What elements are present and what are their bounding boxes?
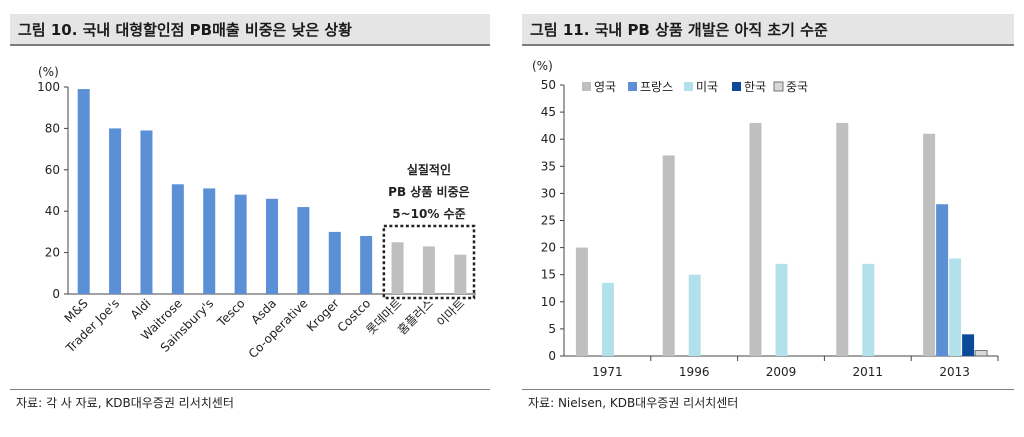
bar bbox=[391, 242, 404, 294]
bar bbox=[109, 128, 122, 294]
x-tick-label: 2009 bbox=[766, 365, 797, 379]
bar bbox=[949, 258, 962, 356]
bar bbox=[171, 184, 184, 294]
bar bbox=[923, 133, 936, 356]
legend-label: 영국 bbox=[594, 80, 616, 94]
x-tick-label: 2013 bbox=[939, 365, 970, 379]
legend-swatch bbox=[684, 82, 693, 91]
bar bbox=[936, 204, 949, 356]
x-tick-label: Kroger bbox=[304, 296, 342, 334]
left-chart-title: 그림 10. 국내 대형할인점 PB매출 비중은 낮은 상황 bbox=[18, 21, 352, 39]
highlight-box bbox=[382, 224, 476, 300]
y-tick-label: 100 bbox=[37, 80, 60, 94]
bar bbox=[203, 188, 216, 294]
right-title-bar: 그림 11. 국내 PB 상품 개발은 아직 초기 수준 bbox=[522, 14, 1014, 46]
bar bbox=[749, 122, 762, 356]
x-tick-label: Tesco bbox=[214, 296, 248, 330]
right-chart-title: 그림 11. 국내 PB 상품 개발은 아직 초기 수준 bbox=[530, 21, 828, 39]
y-tick-label: 30 bbox=[541, 186, 556, 200]
y-tick-label: 45 bbox=[541, 105, 556, 119]
legend-label: 프랑스 bbox=[640, 80, 673, 94]
bar bbox=[601, 282, 614, 356]
bar bbox=[974, 350, 988, 357]
legend-swatch bbox=[732, 82, 741, 91]
bar bbox=[234, 194, 247, 294]
y-tick-label: 0 bbox=[548, 349, 556, 363]
bar bbox=[836, 122, 849, 356]
annotation-line: 5~10% 수준 bbox=[392, 207, 465, 221]
bar bbox=[140, 130, 153, 294]
x-tick-label: 1996 bbox=[679, 365, 710, 379]
bar bbox=[77, 89, 90, 294]
bar bbox=[266, 198, 278, 294]
legend-swatch bbox=[582, 82, 591, 91]
bar bbox=[328, 231, 341, 294]
y-tick-label: 40 bbox=[541, 132, 556, 146]
x-tick-label: Aldi bbox=[128, 296, 154, 322]
legend-label: 중국 bbox=[786, 80, 808, 94]
y-tick-label: 20 bbox=[45, 246, 60, 260]
left-source-bar: 자료: 각 사 자료, KDB대우증권 리서치센터 bbox=[10, 389, 490, 410]
y-axis-unit-label: (%) bbox=[532, 59, 553, 73]
bar bbox=[454, 254, 467, 294]
bar bbox=[862, 263, 875, 356]
y-tick-label: 50 bbox=[541, 78, 556, 92]
bar bbox=[575, 247, 588, 356]
legend-label: 미국 bbox=[696, 80, 718, 94]
bar bbox=[360, 236, 373, 294]
left-chart-panel: 그림 10. 국내 대형할인점 PB매출 비중은 낮은 상황 (%) 0 20 40 6… bbox=[0, 0, 500, 437]
legend-swatch bbox=[773, 81, 784, 92]
y-tick-label: 35 bbox=[541, 159, 556, 173]
legend-swatch bbox=[628, 82, 637, 91]
right-source-text: 자료: Nielsen, KDB대우증권 리서치센터 bbox=[528, 396, 739, 410]
x-tick-label: 1971 bbox=[592, 365, 623, 379]
y-tick-label: 25 bbox=[541, 214, 556, 228]
annotation-line: 실질적인 bbox=[407, 162, 451, 177]
y-tick-label: 10 bbox=[541, 295, 556, 309]
y-tick-label: 80 bbox=[45, 121, 60, 135]
y-tick-label: 60 bbox=[45, 163, 60, 177]
left-title-bar: 그림 10. 국내 대형할인점 PB매출 비중은 낮은 상황 bbox=[10, 14, 490, 46]
bar bbox=[662, 155, 675, 356]
bar bbox=[775, 263, 788, 356]
x-tick-label: 홈플러스 bbox=[395, 296, 436, 337]
annotation-line: PB 상품 비중은 bbox=[388, 184, 470, 199]
y-tick-label: 40 bbox=[45, 204, 60, 218]
y-tick-label: 15 bbox=[541, 268, 556, 282]
bar bbox=[962, 334, 975, 356]
right-source-bar: 자료: Nielsen, KDB대우증권 리서치센터 bbox=[522, 389, 1014, 410]
bar bbox=[422, 246, 435, 294]
right-chart-panel: 그림 11. 국내 PB 상품 개발은 아직 초기 수준 (%) 0 5 10 15 20… bbox=[512, 0, 1024, 437]
left-source-text: 자료: 각 사 자료, KDB대우증권 리서치센터 bbox=[16, 396, 234, 410]
bar bbox=[297, 207, 310, 294]
bar bbox=[688, 274, 701, 356]
legend-label: 한국 bbox=[744, 80, 766, 94]
x-tick-label: 이마트 bbox=[434, 296, 467, 329]
y-axis-unit-label: (%) bbox=[38, 65, 59, 79]
x-tick-label: 2011 bbox=[853, 365, 884, 379]
y-tick-label: 5 bbox=[548, 322, 556, 336]
y-tick-label: 0 bbox=[52, 287, 60, 301]
right-bar-chart: (%) 0 5 10 15 20 25 30 35 40 45 50 1971 1996 2009 2011 2… bbox=[532, 59, 999, 379]
y-tick-label: 20 bbox=[541, 241, 556, 255]
